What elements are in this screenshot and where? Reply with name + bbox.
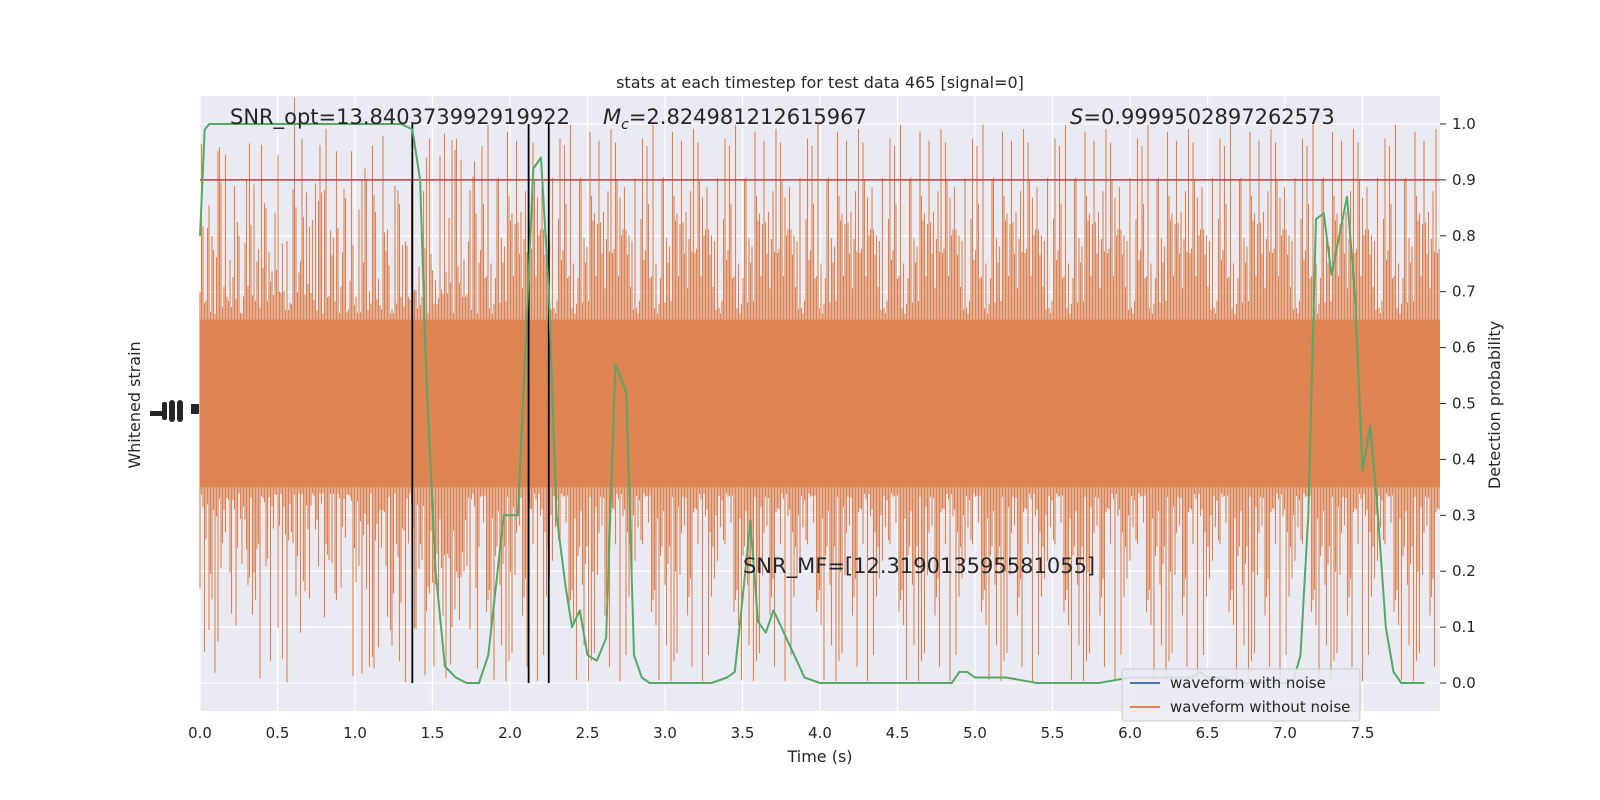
left-axis-collapsed-ticks — [150, 400, 199, 422]
y-tick-label: 0.7 — [1452, 283, 1476, 301]
chart-title: stats at each timestep for test data 465… — [616, 73, 1024, 92]
x-tick-label: 2.0 — [498, 724, 522, 742]
x-tick-label: 5.5 — [1041, 724, 1065, 742]
x-tick-label: 4.0 — [808, 724, 832, 742]
y-tick-label: 0.8 — [1452, 227, 1476, 245]
x-tick-label: 3.0 — [653, 724, 677, 742]
x-tick-label: 4.5 — [886, 724, 910, 742]
legend-box — [1121, 668, 1361, 722]
x-tick-label: 1.5 — [421, 724, 445, 742]
x-tick-label: 6.5 — [1196, 724, 1220, 742]
y-axis-right-label: Detection probability — [1485, 321, 1504, 489]
snr-opt-annotation: SNR_opt=13.840373992919922 — [230, 105, 570, 130]
waveform-without-noise-series — [199, 98, 1440, 683]
x-tick-label: 7.0 — [1273, 724, 1297, 742]
y-tick-label: 0.1 — [1452, 618, 1476, 636]
mc-annotation: Mc=2.824981212615967 — [603, 105, 867, 133]
x-axis-label: Time (s) — [786, 747, 852, 766]
y-tick-label: 0.0 — [1452, 674, 1476, 692]
vertical-markers — [411, 123, 550, 684]
x-tick-label: 3.5 — [731, 724, 755, 742]
y-tick-label: 0.3 — [1452, 506, 1476, 524]
x-tick-label: 0.5 — [266, 724, 290, 742]
legend: waveform with noise waveform without noi… — [1121, 668, 1361, 722]
x-tick-label: 2.5 — [576, 724, 600, 742]
y-tick-label: 0.4 — [1452, 450, 1476, 468]
legend-label-waveform-with-noise: waveform with noise — [1170, 674, 1326, 692]
s-value: =0.9999502897262573 — [1083, 105, 1334, 129]
snr-mf-annotation: SNR_MF=[12.319013595581055] — [743, 554, 1095, 579]
s-symbol: S — [1070, 105, 1083, 129]
mc-symbol: M — [603, 105, 621, 129]
waveform-trace — [199, 98, 1440, 683]
x-tick-label: 5.0 — [963, 724, 987, 742]
mc-value: =2.824981212615967 — [629, 105, 867, 129]
x-tick-label: 7.5 — [1351, 724, 1375, 742]
y-tick-label: 0.2 — [1452, 562, 1476, 580]
y-tick-label: 0.6 — [1452, 339, 1476, 357]
y-tick-label: 0.9 — [1452, 171, 1476, 189]
x-axis-ticks: 0.0 0.5 1.0 1.5 2.0 2.5 3.0 3.5 4.0 4.5 5.0 5.5 6.0 6… — [188, 724, 1374, 742]
s-annotation: S=0.9999502897262573 — [1070, 105, 1335, 129]
x-tick-label: 0.0 — [188, 724, 212, 742]
y-axis-left-label: Whitened strain — [125, 341, 144, 468]
y-tick-label: 1.0 — [1452, 115, 1476, 133]
x-tick-label: 6.0 — [1118, 724, 1142, 742]
x-tick-label: 1.0 — [343, 724, 367, 742]
y-axis-right-ticks: 0.0 0.1 0.2 0.3 0.4 0.5 0.6 0.7 0.8 0.9 1.0 — [1440, 115, 1476, 692]
y-tick-label: 0.5 — [1452, 395, 1476, 413]
legend-label-waveform-without-noise: waveform without noise — [1170, 698, 1350, 716]
mc-subscript: c — [621, 117, 629, 133]
